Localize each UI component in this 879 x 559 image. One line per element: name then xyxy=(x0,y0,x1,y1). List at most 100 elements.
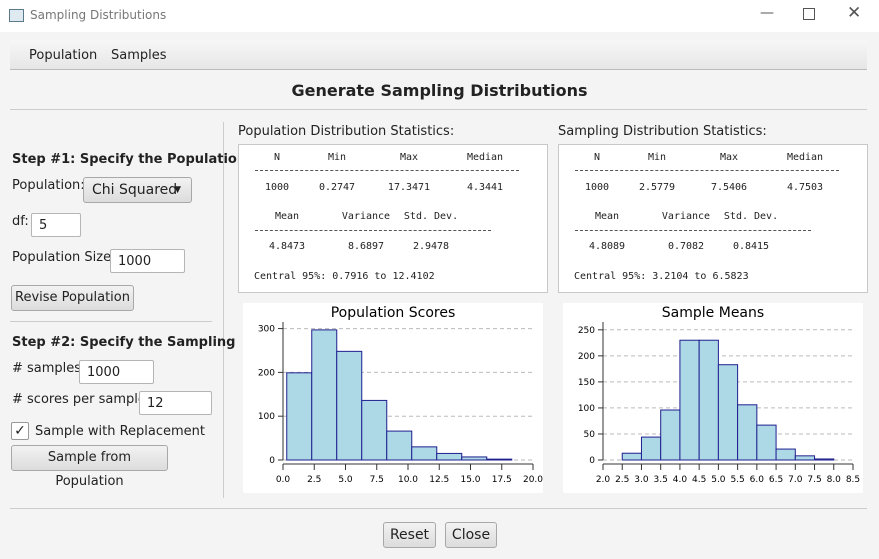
label: # samples: xyxy=(12,361,86,376)
chart-title: Population Scores xyxy=(331,305,456,321)
stat-header: Std. Dev. xyxy=(403,211,459,222)
bar xyxy=(386,430,413,461)
bar xyxy=(756,424,777,461)
y-tick-label: 200 xyxy=(578,352,595,362)
y-tick-label: 0 xyxy=(269,456,275,466)
bar xyxy=(640,436,662,461)
stat-value: 0.2747 xyxy=(318,182,356,193)
stat-header: N xyxy=(593,152,601,163)
button[interactable]: Sample from Population xyxy=(11,445,168,489)
separator xyxy=(10,508,867,509)
dash-line xyxy=(255,170,519,171)
minimize[interactable]: — xyxy=(760,5,774,21)
bar xyxy=(775,448,796,461)
chart-title: Sample Means xyxy=(662,305,764,321)
bar xyxy=(311,329,338,461)
y-tick-label: 300 xyxy=(258,325,275,335)
bar xyxy=(621,452,642,461)
stat-header: Variance xyxy=(341,211,391,222)
stat-value: 8.6897 xyxy=(347,241,385,252)
separator xyxy=(10,321,212,322)
stat-value: 4.8089 xyxy=(588,241,626,252)
x-tick-label: 3.0 xyxy=(634,475,649,485)
x-tick-label: 4.5 xyxy=(692,475,706,485)
close-window[interactable]: ✕ xyxy=(847,3,862,23)
app-icon xyxy=(9,9,24,22)
text-field[interactable]: 1000 xyxy=(110,249,185,273)
step-title: Step #1: Specify the Population xyxy=(12,152,247,167)
x-tick-label: 10.0 xyxy=(398,475,418,485)
bar xyxy=(486,458,513,461)
label: # scores per sample: xyxy=(12,392,151,407)
button[interactable]: Reset xyxy=(383,522,436,548)
stat-value: 4.7503 xyxy=(786,182,824,193)
x-tick-label: 6.0 xyxy=(750,475,765,485)
x-tick-label: 7.0 xyxy=(788,475,803,485)
y-tick-label: 0 xyxy=(589,456,595,466)
stat-value: 1000 xyxy=(584,182,610,193)
x-tick-label: 12.5 xyxy=(429,475,449,485)
header-title: Generate Sampling Distributions xyxy=(291,81,588,100)
menu-item[interactable]: Samples xyxy=(111,48,167,63)
stat-value: 2.5779 xyxy=(638,182,676,193)
y-tick-label: 100 xyxy=(258,412,275,422)
stat-header: Mean xyxy=(594,211,620,222)
stat-header: Min xyxy=(647,152,667,163)
dash-line xyxy=(575,170,839,171)
menu-item[interactable]: Population xyxy=(29,48,98,63)
y-tick-label: 150 xyxy=(578,378,595,388)
stat-header: Mean xyxy=(274,211,300,222)
separator xyxy=(10,109,867,110)
y-tick-label: 50 xyxy=(584,430,596,440)
dropdown-arrow: ▼ xyxy=(174,185,181,195)
dash-line xyxy=(575,230,811,231)
text-field[interactable]: 5 xyxy=(31,213,81,237)
bar xyxy=(286,372,313,461)
stat-header: Median xyxy=(786,152,824,163)
text-field[interactable]: 1000 xyxy=(79,360,154,384)
bar xyxy=(814,458,835,461)
x-tick-label: 2.5 xyxy=(615,475,629,485)
x-tick-label: 7.5 xyxy=(807,475,821,485)
x-tick-label: 7.5 xyxy=(370,475,384,485)
chart: Population Scores 0 100 200 300 0.0 2.5 5.0 7.5 1… xyxy=(243,303,543,493)
text-field[interactable]: 12 xyxy=(139,391,212,415)
x-tick-label: 2.5 xyxy=(307,475,321,485)
title-bar xyxy=(0,0,879,32)
population-dropdown[interactable]: Chi Squared ▼ xyxy=(83,177,192,203)
stat-value: 4.8473 xyxy=(268,241,306,252)
stat-central: Central 95%: 0.7916 to 12.4102 xyxy=(254,271,435,282)
step-title: Step #2: Specify the Sampling xyxy=(12,335,236,350)
button[interactable]: Revise Population xyxy=(11,285,134,311)
bar xyxy=(436,452,463,461)
y-tick-label: 250 xyxy=(578,326,595,336)
stat-header: Max xyxy=(399,152,419,163)
stat-value: 7.5406 xyxy=(710,182,748,193)
x-tick-label: 4.0 xyxy=(673,475,688,485)
bar xyxy=(660,409,681,461)
maximize[interactable] xyxy=(803,8,815,20)
stat-header: Median xyxy=(466,152,504,163)
bar xyxy=(737,404,758,461)
y-tick-label: 200 xyxy=(258,368,275,378)
x-tick-label: 5.0 xyxy=(711,475,726,485)
x-tick-label: 8.5 xyxy=(846,475,860,485)
stat-central: Central 95%: 3.2104 to 6.5823 xyxy=(574,271,749,282)
x-tick-label: 3.5 xyxy=(654,475,668,485)
stat-header: Min xyxy=(327,152,347,163)
bar xyxy=(717,364,739,461)
chart: Sample Means 0 50 100 150 200 250 2.0 2.5 3.0 3.5 4… xyxy=(563,303,863,493)
stat-value: 17.3471 xyxy=(387,182,431,193)
checkbox[interactable]: ✓ xyxy=(11,422,29,440)
bar xyxy=(461,456,488,461)
stats-title: Population Distribution Statistics: xyxy=(238,124,455,139)
stat-header: Variance xyxy=(661,211,711,222)
x-tick-label: 17.5 xyxy=(492,475,512,485)
window-title: Sampling Distributions xyxy=(30,8,167,22)
button[interactable]: Close xyxy=(445,522,497,548)
dropdown-value: Chi Squared xyxy=(92,182,178,198)
bar xyxy=(698,339,719,461)
stats-panel: N Min Max Median 1000 2.5779 7.5406 4.7503 Mean V… xyxy=(558,144,868,293)
x-tick-label: 5.5 xyxy=(730,475,744,485)
